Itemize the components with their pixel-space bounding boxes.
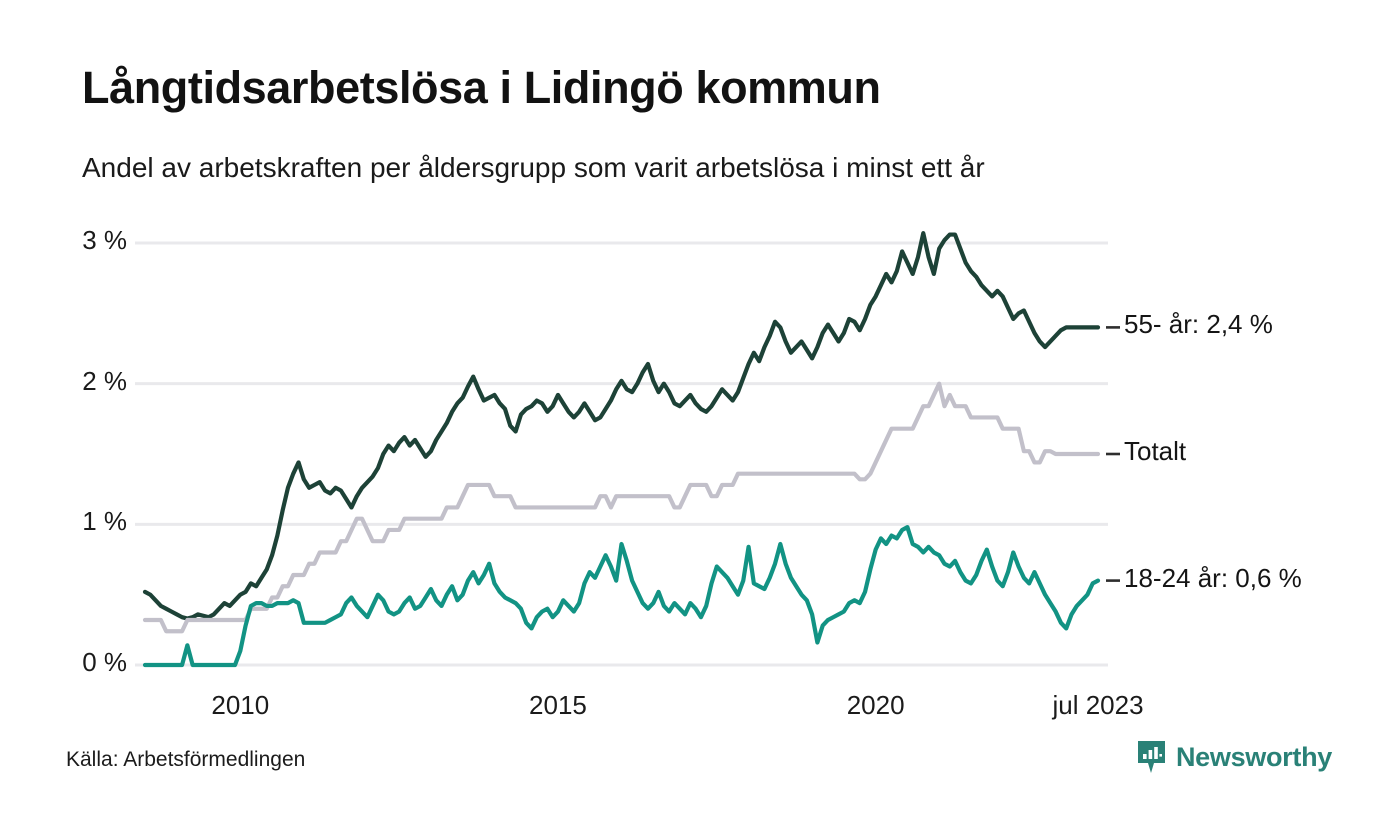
- x-axis-tick-label: 2015: [529, 690, 587, 720]
- y-axis-tick-label: 0 %: [82, 647, 127, 677]
- series-label-18-24-r: 18-24 år: 0,6 %: [1124, 562, 1302, 593]
- series-label-totalt: Totalt: [1124, 436, 1187, 466]
- newsworthy-bar-chart-pin-icon: [1137, 741, 1165, 773]
- y-axis-tick-label: 1 %: [82, 506, 127, 537]
- x-axis-tick-label: 2010: [211, 690, 270, 720]
- chart-subtitle: Andel av arbetskraften per åldersgrupp s…: [82, 152, 985, 183]
- source-note: Källa: Arbetsförmedlingen: [66, 748, 306, 771]
- series-label-55-r: 55- år: 2,4 %: [1124, 309, 1273, 340]
- y-axis-tick-label: 2 %: [82, 365, 127, 396]
- newsworthy-logo-text: Newsworthy: [1175, 742, 1332, 772]
- x-axis-tick-label: jul 2023: [1052, 690, 1144, 720]
- chart-title: Långtidsarbetslösa i Lidingö kommun: [82, 62, 881, 113]
- y-axis-tick-label: 3 %: [82, 225, 127, 255]
- newsworthy-logo: Newsworthy: [1136, 739, 1332, 776]
- x-axis-tick-label: 2020: [846, 690, 905, 720]
